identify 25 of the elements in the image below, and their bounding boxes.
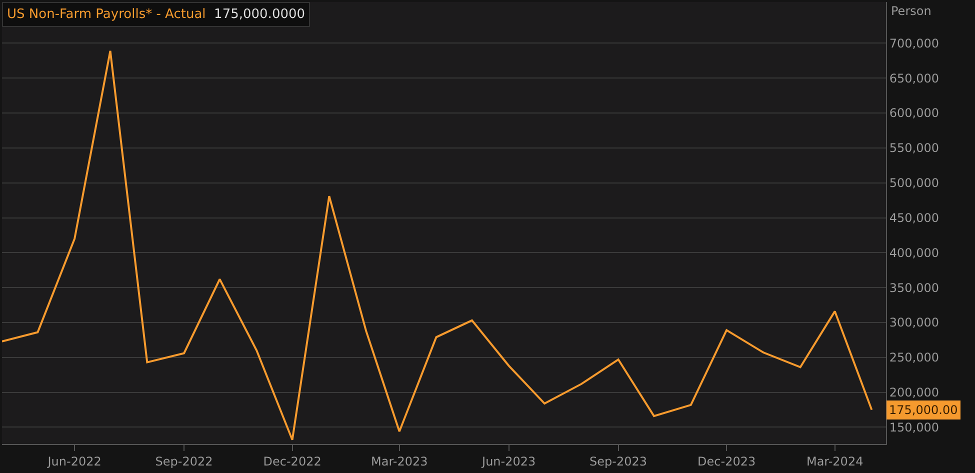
x-tick-label: Dec-2022 — [263, 454, 322, 468]
x-tick-label: Jun-2022 — [46, 454, 102, 468]
annotation: 175,000.0000 — [214, 7, 306, 22]
text: US Non-Farm Payrolls* - Actual — [7, 7, 206, 22]
y-tick-label: 350,000 — [889, 280, 940, 295]
y-tick-label: 150,000 — [889, 420, 940, 434]
text: 175,000.00 — [889, 403, 958, 417]
y-tick-label: 450,000 — [889, 210, 940, 225]
y-tick-label: 650,000 — [889, 71, 940, 86]
y-tick-label: 700,000 — [889, 36, 940, 50]
x-tick-label: Mar-2023 — [371, 454, 428, 468]
line-series — [2, 50, 873, 441]
y-tick-label: 400,000 — [889, 246, 940, 260]
x-tick-label: Sep-2023 — [590, 454, 648, 468]
y-tick-label: 300,000 — [889, 316, 940, 330]
y-axis-title: Person — [891, 4, 932, 18]
y-tick-label: 250,000 — [889, 350, 940, 365]
y-tick-label: 550,000 — [889, 141, 940, 156]
x-tick-label: Sep-2022 — [155, 454, 213, 468]
x-tick-label: Dec-2023 — [698, 454, 756, 468]
x-tick-label: Mar-2024 — [806, 454, 864, 468]
x-tick-label: Jun-2023 — [481, 454, 536, 468]
y-tick-label: 200,000 — [889, 386, 940, 400]
y-tick-label: 500,000 — [889, 176, 940, 190]
y-tick-label: 600,000 — [889, 106, 940, 120]
